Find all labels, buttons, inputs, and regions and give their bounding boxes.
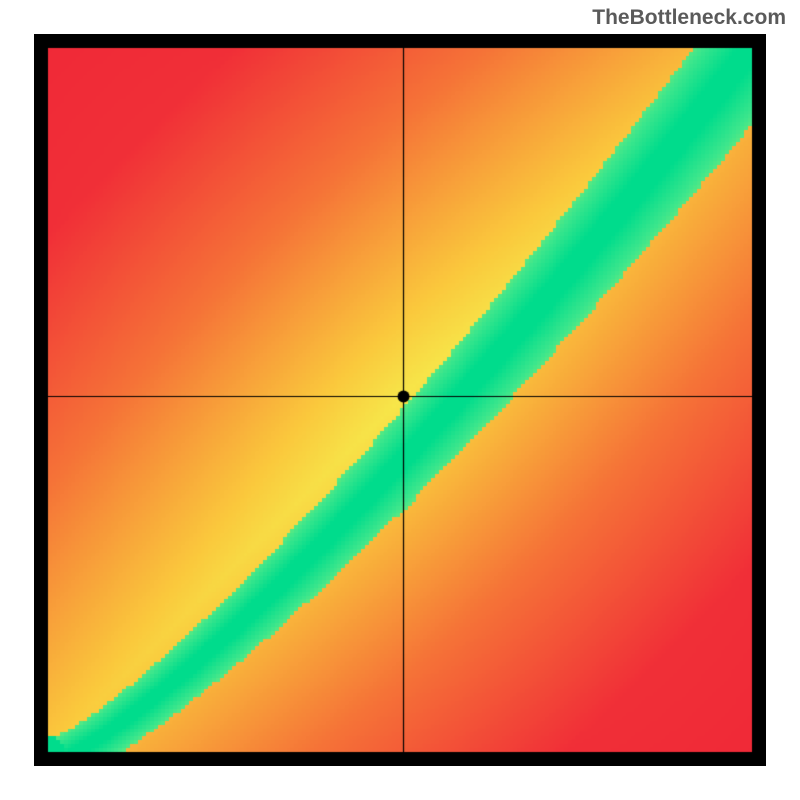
chart-container: TheBottleneck.com bbox=[0, 0, 800, 800]
watermark-text: TheBottleneck.com bbox=[592, 6, 786, 30]
plot-area bbox=[34, 34, 766, 766]
heatmap-canvas bbox=[34, 34, 766, 766]
